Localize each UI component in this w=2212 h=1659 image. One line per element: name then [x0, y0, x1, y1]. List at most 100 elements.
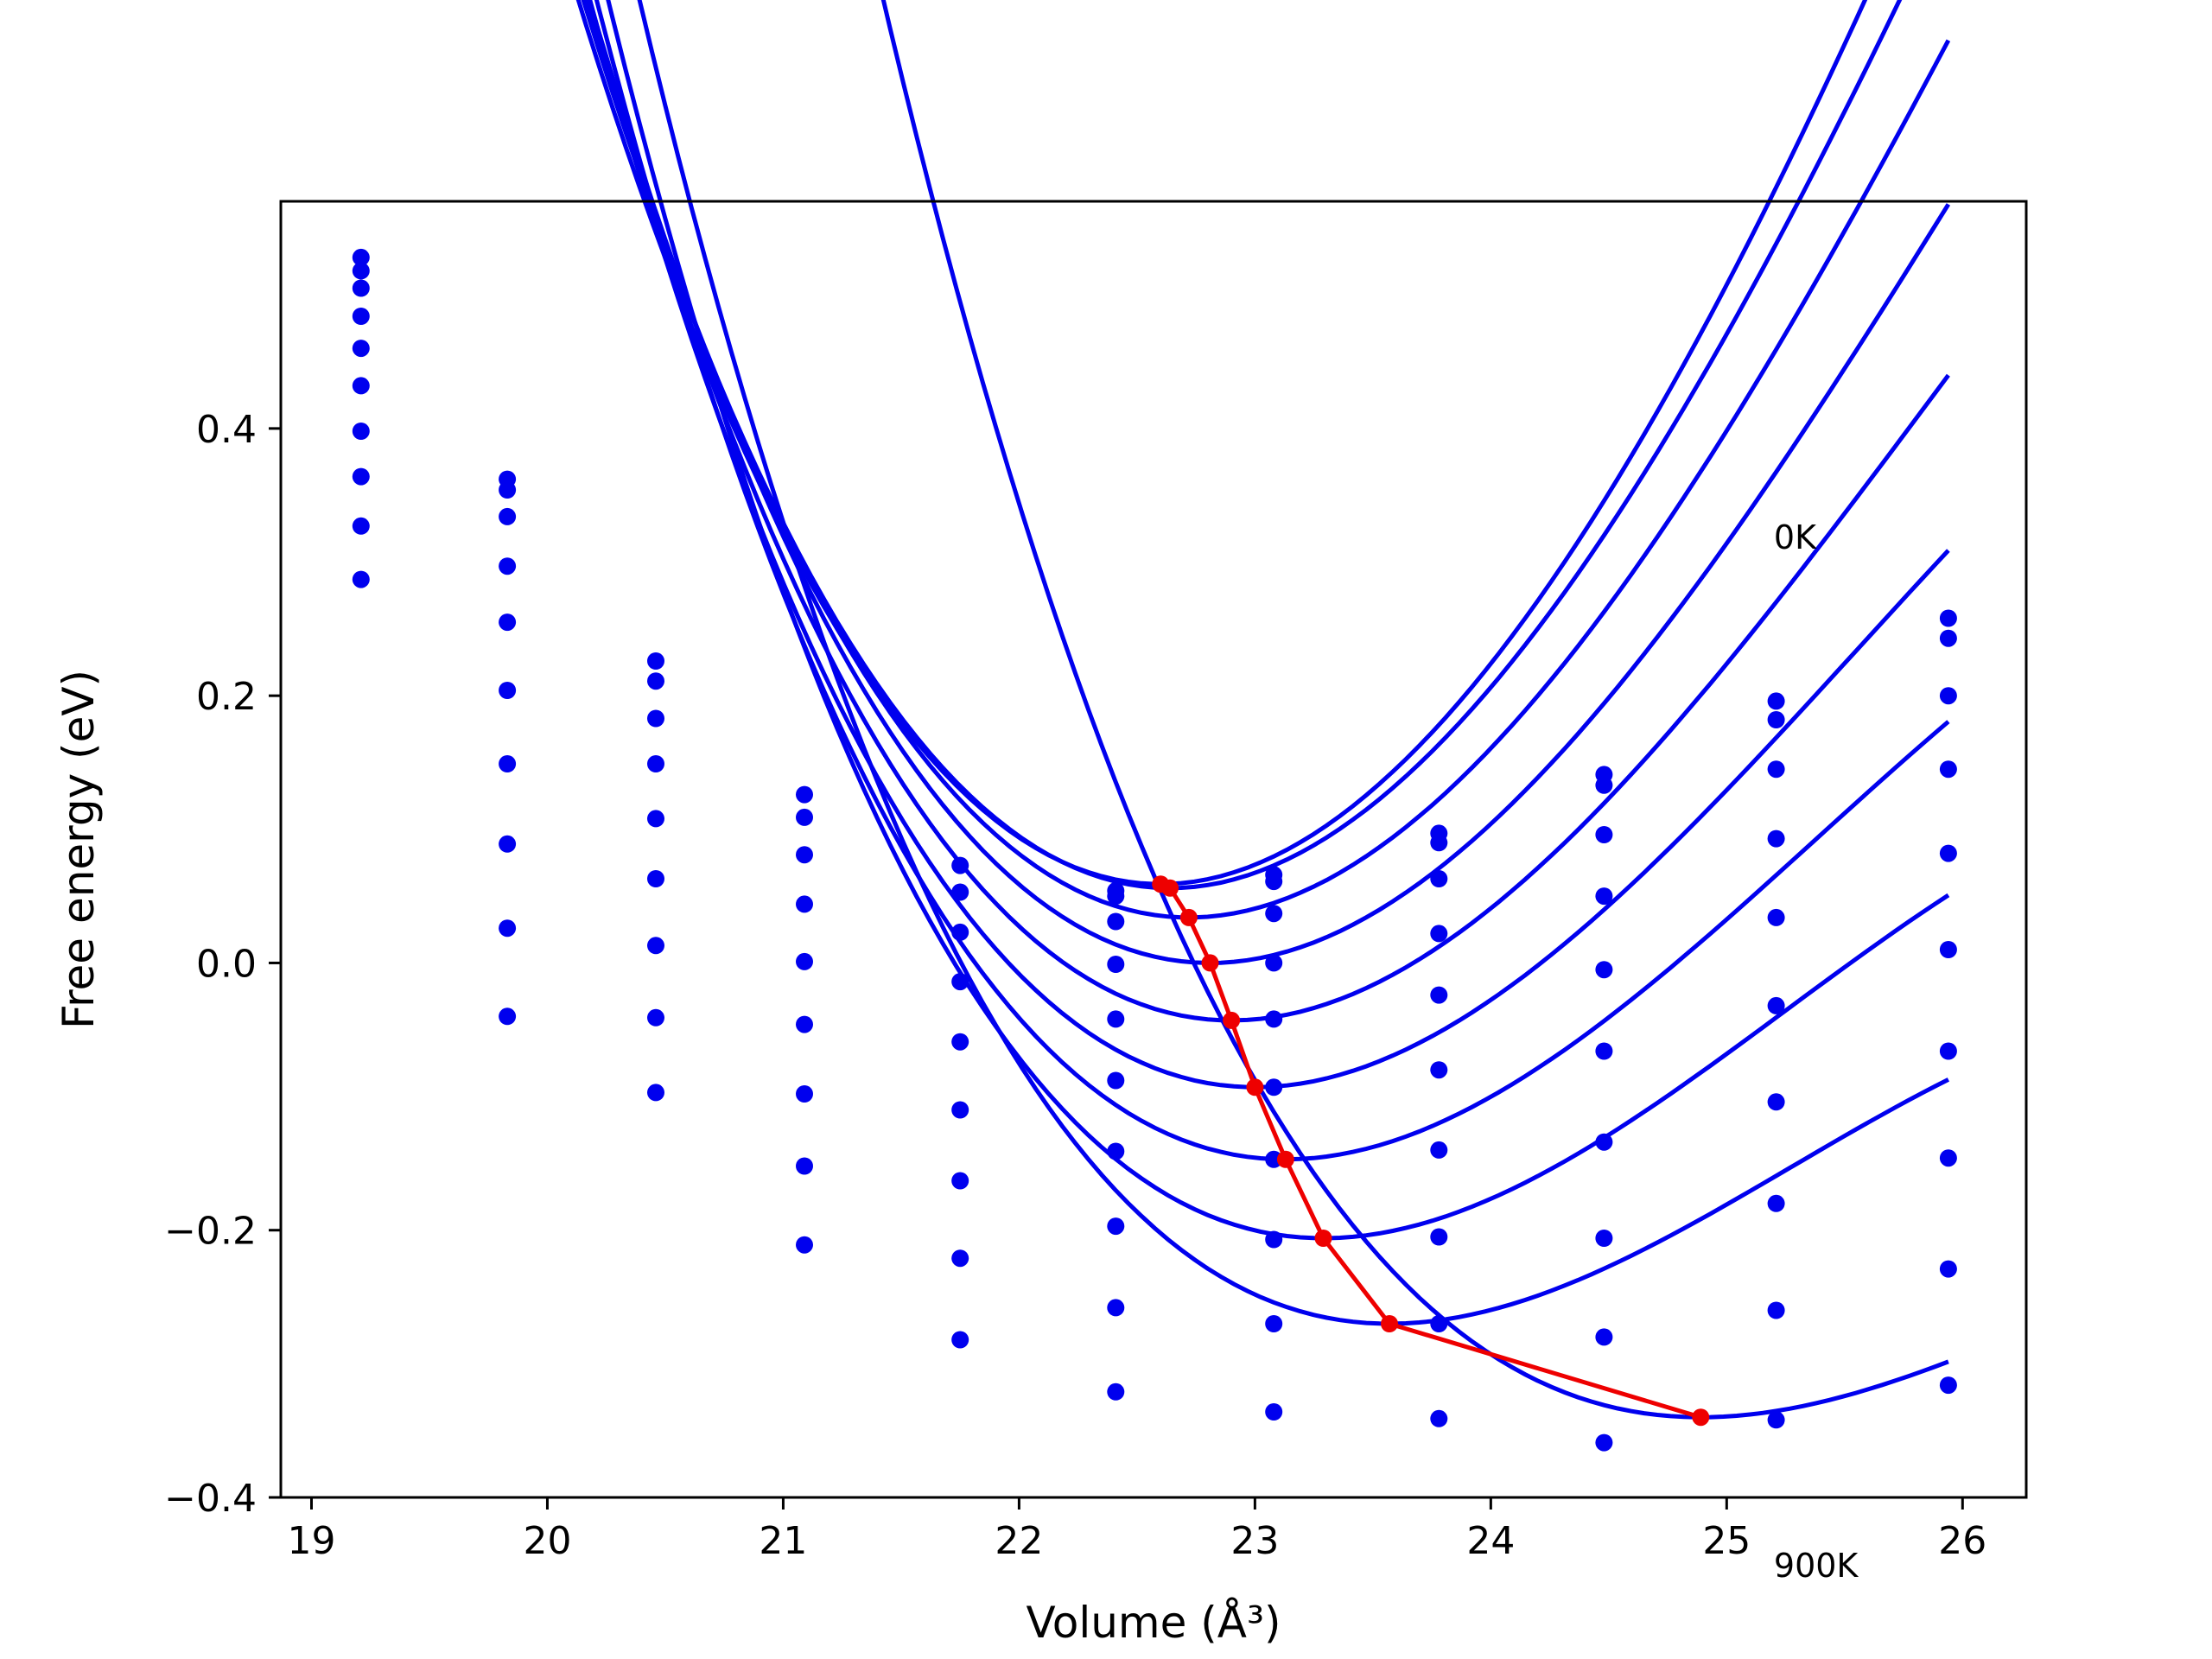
y-tick-label: 0.2 [196, 675, 257, 719]
data-point [1939, 609, 1957, 627]
data-point [647, 755, 664, 772]
data-point [1430, 925, 1448, 943]
data-point [796, 1236, 813, 1254]
fit-curve-6 [594, 0, 1950, 1162]
data-point [1767, 692, 1785, 710]
data-point [352, 340, 370, 358]
minimum-path [1152, 875, 1710, 1427]
data-point [951, 923, 969, 941]
data-point [1265, 905, 1283, 923]
x-tick-label: 24 [1466, 1519, 1515, 1563]
data-point [1107, 1071, 1125, 1090]
annotation-0k: 0K [1774, 518, 1817, 556]
minimum-point [1179, 908, 1198, 926]
minimum-point [1692, 1408, 1710, 1427]
data-point [352, 248, 370, 266]
data-point [796, 952, 813, 970]
data-point [1939, 941, 1957, 958]
data-point [499, 1007, 517, 1026]
minimum-point [1381, 1315, 1398, 1332]
data-point [647, 810, 664, 828]
x-tick-label: 26 [1938, 1519, 1986, 1563]
minimum-point [1276, 1150, 1294, 1168]
data-point [647, 672, 664, 690]
y-tick-label: −0.2 [164, 1210, 257, 1254]
data-point [1939, 1376, 1957, 1395]
data-point [1430, 834, 1448, 852]
data-point [647, 937, 664, 955]
data-point [1767, 1194, 1785, 1212]
data-point [1430, 1315, 1448, 1332]
data-point [352, 308, 370, 325]
fit-curve-7 [606, 0, 1950, 1241]
data-point [796, 1085, 813, 1103]
data-point [951, 1249, 969, 1268]
x-tick-label: 21 [759, 1519, 807, 1563]
data-point [647, 870, 664, 887]
data-point [951, 883, 969, 901]
data-point [499, 481, 517, 499]
data-point [1939, 1042, 1957, 1060]
data-point [499, 557, 517, 575]
data-point [1595, 1230, 1613, 1247]
data-point [951, 1331, 969, 1349]
data-point [1595, 826, 1613, 843]
data-point [1767, 760, 1785, 779]
data-point [1767, 1411, 1785, 1429]
data-point [1595, 776, 1613, 794]
data-point [352, 279, 370, 297]
data-point [796, 895, 813, 913]
data-point [796, 1157, 813, 1175]
data-point [796, 808, 813, 826]
data-point [1430, 1141, 1448, 1159]
data-point [796, 846, 813, 864]
x-tick-label: 20 [523, 1519, 571, 1563]
data-point [499, 507, 517, 525]
data-point [499, 835, 517, 853]
data-point [499, 682, 517, 699]
data-point [1265, 1403, 1283, 1421]
data-point [499, 919, 517, 938]
annotation-900k: 900K [1774, 1547, 1859, 1585]
y-tick-label: −0.4 [164, 1477, 257, 1521]
minimum-path-line [1160, 881, 1702, 1420]
data-point [1107, 1382, 1125, 1401]
data-point [1430, 870, 1448, 887]
data-point [951, 856, 969, 874]
data-point [1430, 1409, 1448, 1427]
data-point [352, 377, 370, 395]
data-point [499, 755, 517, 772]
x-axis-ticks: 19 20 21 22 23 24 25 26 [287, 1497, 1986, 1563]
data-point [951, 1172, 969, 1190]
data-point [951, 1101, 969, 1119]
data-point [1265, 1078, 1283, 1096]
data-point [1265, 1010, 1283, 1028]
data-point [1107, 1217, 1125, 1236]
fit-curve-9 [880, 0, 1949, 1420]
x-axis-label: Volume (Å³) [1026, 1598, 1281, 1648]
x-tick-label: 19 [287, 1519, 335, 1563]
x-tick-label: 23 [1230, 1519, 1279, 1563]
minimum-point [1201, 954, 1219, 972]
data-point [352, 570, 370, 588]
data-point [1767, 1093, 1785, 1111]
y-tick-label: 0.4 [196, 408, 257, 452]
data-point [647, 1084, 664, 1102]
data-point [1107, 912, 1125, 931]
data-point [1265, 1315, 1283, 1332]
minimum-point [1246, 1078, 1264, 1096]
data-point [1265, 1150, 1283, 1168]
data-point [951, 973, 969, 991]
minimum-point [1314, 1230, 1332, 1247]
fit-curve-5 [588, 0, 1950, 1090]
minimum-point [1161, 879, 1179, 897]
data-point [796, 1015, 813, 1033]
data-point [1767, 996, 1785, 1014]
data-point [352, 517, 370, 535]
data-point [1939, 760, 1957, 779]
data-point [1939, 1260, 1957, 1278]
y-tick-label: 0.0 [196, 942, 257, 986]
data-point [1430, 1228, 1448, 1246]
data-point [1939, 687, 1957, 705]
